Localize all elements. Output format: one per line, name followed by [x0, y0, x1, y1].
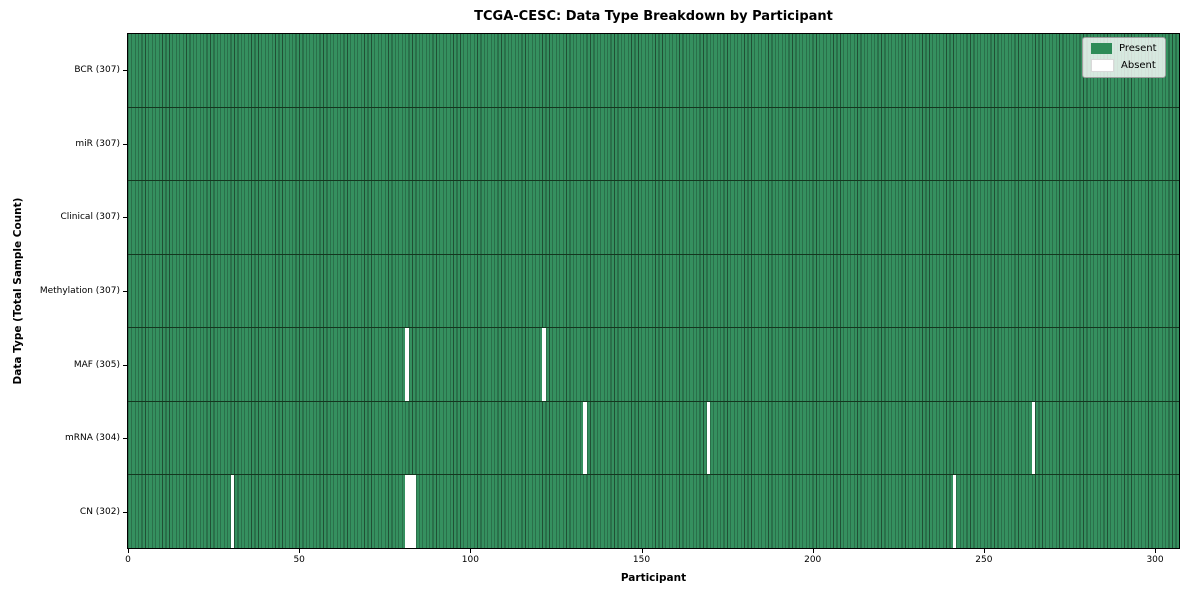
x-tick-label-50: 50 [293, 555, 305, 565]
x-tick-label-200: 200 [804, 555, 822, 565]
legend: Present Absent [1082, 37, 1166, 78]
absent-cell-mRNA-264 [1031, 401, 1036, 475]
x-tick-mark [128, 549, 129, 553]
heatmap-row-MAF [128, 328, 1179, 402]
legend-swatch-present [1091, 43, 1112, 54]
y-tick-label-BCR: BCR (307) [74, 64, 120, 75]
y-tick-label-mRNA: mRNA (304) [65, 433, 120, 444]
x-tick-mark [983, 549, 985, 553]
absent-cell-MAF-81 [405, 328, 409, 401]
absent-cell-CN-30 [230, 475, 235, 549]
absent-cell-mRNA-169 [706, 401, 710, 475]
x-tick-mark [299, 549, 301, 553]
absent-cell-CN-83 [412, 475, 416, 549]
x-tick-label-100: 100 [461, 555, 479, 565]
heatmap-row-Methylation [128, 254, 1179, 329]
x-tick-mark [470, 549, 472, 553]
absent-cell-CN-81 [405, 475, 409, 549]
x-tick-label-300: 300 [1146, 555, 1164, 565]
x-tick-label-0: 0 [125, 555, 131, 565]
y-axis-label: Data Type (Total Sample Count) [12, 197, 24, 385]
y-tick-mark [123, 217, 127, 219]
x-tick-label-250: 250 [975, 555, 993, 565]
heatmap-row-miR [128, 107, 1179, 182]
absent-cell-CN-82 [408, 475, 413, 549]
chart-title: TCGA-CESC: Data Type Breakdown by Partic… [474, 9, 833, 24]
x-tick-label-150: 150 [632, 555, 651, 565]
y-tick-mark [123, 438, 127, 440]
y-tick-mark [123, 291, 127, 292]
absent-cell-CN-241 [953, 475, 957, 549]
y-tick-mark [123, 143, 127, 145]
absent-cell-MAF-121 [542, 328, 546, 401]
y-tick-label-miR: miR (307) [75, 138, 120, 149]
absent-cell-mRNA-133 [583, 401, 587, 475]
legend-label: Absent [1121, 60, 1156, 71]
y-tick-mark [123, 512, 127, 514]
y-tick-mark [123, 69, 127, 71]
heatmap-row-mRNA [128, 401, 1179, 476]
y-tick-label-Methylation: Methylation (307) [39, 286, 120, 296]
y-tick-label-MAF: MAF (305) [73, 359, 120, 370]
heatmap-row-BCR [128, 34, 1179, 108]
x-axis-label: Participant [620, 572, 687, 584]
legend-swatch-absent [1091, 59, 1114, 72]
y-tick-mark [123, 364, 127, 366]
x-tick-mark [1155, 549, 1157, 553]
legend-entry-absent: Absent [1091, 59, 1157, 72]
legend-label: Present [1119, 43, 1157, 54]
heatmap-row-Clinical [128, 181, 1179, 255]
x-tick-mark [641, 549, 643, 553]
x-tick-mark [812, 549, 814, 553]
legend-entry-present: Present [1091, 43, 1157, 54]
y-tick-label-Clinical: Clinical (307) [60, 212, 120, 223]
y-tick-label-CN: CN (302) [79, 507, 120, 518]
heatmap-plot-area [127, 33, 1180, 549]
heatmap-row-CN [128, 475, 1179, 549]
